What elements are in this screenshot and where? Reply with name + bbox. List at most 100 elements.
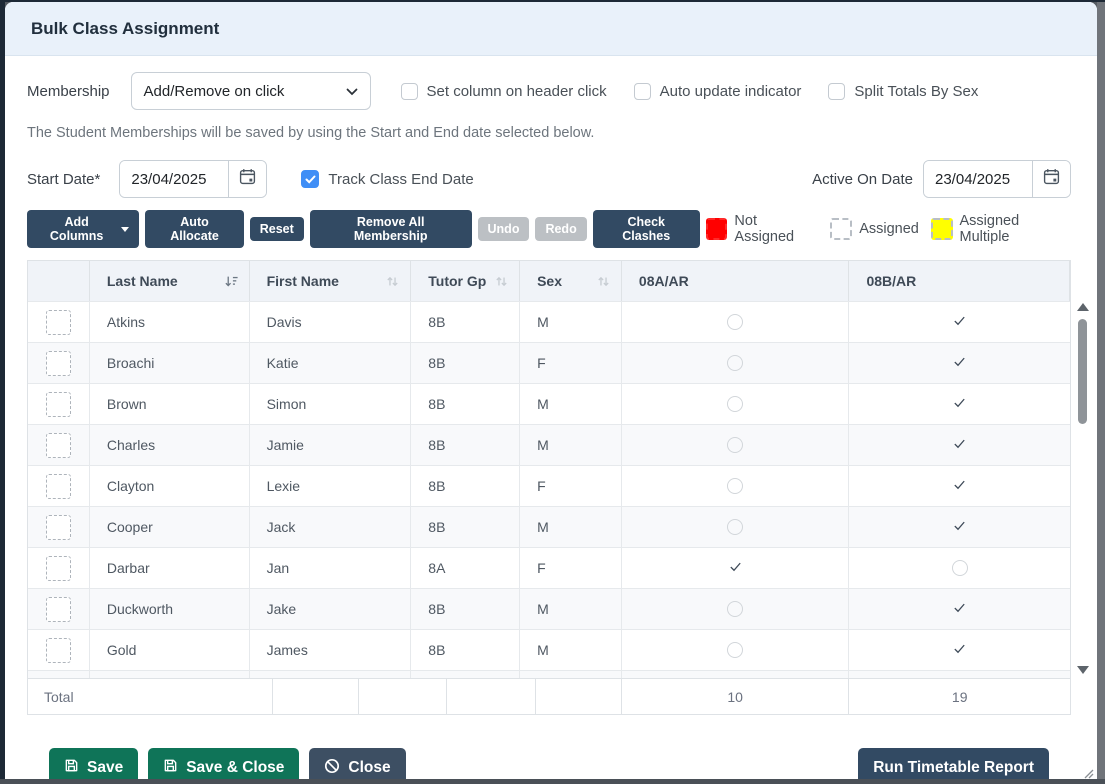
column-header-Sex[interactable]: Sex	[520, 261, 622, 301]
class-08b-ar-cell[interactable]	[849, 630, 1070, 670]
row-select-checkbox[interactable]	[45, 555, 71, 581]
active-on-date-calendar-button[interactable]	[1032, 161, 1070, 197]
unassigned-radio-icon[interactable]	[727, 478, 744, 494]
unassigned-radio-icon[interactable]	[727, 642, 744, 658]
sort-icon[interactable]	[494, 274, 509, 289]
column-header-Tutor Gp[interactable]: Tutor Gp	[411, 261, 521, 301]
class-08a-ar-cell[interactable]	[622, 384, 850, 424]
class-08a-ar-cell[interactable]	[622, 507, 850, 547]
class-08b-ar-cell[interactable]	[849, 425, 1070, 465]
track-class-end-date-option[interactable]: Track Class End Date	[301, 170, 474, 188]
class-08a-ar-cell[interactable]	[622, 630, 850, 670]
toolbar-button-reset[interactable]: Reset	[249, 217, 304, 241]
scroll-up-icon[interactable]	[1076, 303, 1089, 311]
class-08b-ar-cell[interactable]	[849, 671, 1070, 678]
last-name-cell: Atkins	[90, 302, 250, 342]
toolbar-button-add-columns[interactable]: Add Columns	[27, 210, 140, 248]
start-date-calendar-button[interactable]	[228, 161, 267, 197]
checked-checkbox-icon[interactable]	[301, 170, 320, 188]
row-select-checkbox[interactable]	[45, 391, 71, 417]
toolbar-row: Add Columns Auto Allocate Reset Remove All …	[27, 210, 1071, 248]
class-08a-ar-cell[interactable]	[622, 302, 850, 342]
row-select-checkbox[interactable]	[45, 473, 71, 499]
row-select-checkbox[interactable]	[45, 309, 71, 335]
sort-icon[interactable]	[385, 274, 400, 289]
top-option-1[interactable]: Auto update indicator	[633, 82, 801, 100]
active-on-date-input[interactable]	[924, 161, 1032, 197]
column-header-First Name[interactable]: First Name	[250, 261, 412, 301]
last-name-cell: Darbar	[90, 548, 250, 588]
start-date-input[interactable]	[120, 161, 229, 197]
run-timetable-report-button[interactable]: Run Timetable Report	[858, 748, 1049, 779]
total-label: Total	[28, 679, 273, 714]
vertical-scrollbar[interactable]	[1075, 301, 1090, 676]
class-08b-ar-cell[interactable]	[849, 548, 1070, 588]
class-08b-ar-cell[interactable]	[849, 343, 1070, 383]
class-08a-ar-cell[interactable]	[622, 466, 850, 506]
unassigned-radio-icon[interactable]	[727, 396, 744, 412]
legend-item-2: Assigned Multiple	[930, 213, 1071, 245]
row-select-checkbox[interactable]	[45, 637, 71, 663]
row-select-checkbox[interactable]	[45, 596, 71, 622]
scroll-down-icon[interactable]	[1076, 666, 1089, 674]
class-08b-ar-cell[interactable]	[849, 384, 1070, 424]
class-08a-ar-cell[interactable]	[622, 548, 850, 588]
membership-label: Membership	[27, 82, 110, 100]
start-date-group	[119, 160, 268, 198]
close-button[interactable]: Close	[309, 748, 406, 779]
dialog-body: Membership Add/Remove on click Set colum…	[5, 72, 1097, 779]
column-header-08B/AR[interactable]: 08B/AR	[849, 261, 1071, 301]
class-08a-ar-cell[interactable]	[622, 671, 850, 678]
backdrop-edge-left	[0, 0, 5, 784]
student-table-zone: Last Name First Name Tutor Gp Sex 08A/AR 08B/…	[27, 260, 1089, 715]
close-button-label: Close	[348, 759, 391, 776]
class-08b-ar-cell[interactable]	[849, 302, 1070, 342]
top-option-0[interactable]: Set column on header click	[400, 82, 607, 100]
sex-cell: F	[520, 466, 622, 506]
row-select-checkbox[interactable]	[45, 514, 71, 540]
unassigned-radio-icon[interactable]	[727, 601, 744, 617]
first-name-cell: Davis	[250, 302, 412, 342]
scrollbar-thumb[interactable]	[1078, 319, 1087, 424]
column-header-select	[28, 261, 90, 301]
last-name-cell: Cooper	[90, 507, 250, 547]
unassigned-radio-icon[interactable]	[951, 560, 968, 576]
unassigned-radio-icon[interactable]	[727, 355, 744, 371]
column-header-Last Name[interactable]: Last Name	[90, 261, 250, 301]
unassigned-radio-icon[interactable]	[727, 314, 744, 330]
column-header-label: Tutor Gp	[428, 273, 487, 289]
class-08a-ar-cell[interactable]	[622, 343, 850, 383]
class-08b-ar-cell[interactable]	[849, 466, 1070, 506]
save-button[interactable]: Save	[49, 748, 139, 779]
toolbar-button-check-clashes[interactable]: Check Clashes	[592, 210, 700, 248]
first-name-cell: James	[250, 630, 412, 670]
class-08a-ar-cell[interactable]	[622, 589, 850, 629]
unassigned-radio-icon[interactable]	[727, 519, 744, 535]
clipped-table-row	[28, 670, 1070, 678]
sort-ascending-icon[interactable]	[224, 274, 239, 289]
legend-label: Assigned Multiple	[959, 213, 1020, 245]
save-and-close-button[interactable]: Save & Close	[148, 748, 300, 779]
first-name-cell: Jack	[250, 507, 412, 547]
top-option-2[interactable]: Split Totals By Sex	[828, 82, 978, 100]
toolbar-button-remove-all-membership[interactable]: Remove All Membership	[309, 210, 472, 248]
class-08b-ar-cell[interactable]	[849, 589, 1070, 629]
class-08b-ar-cell[interactable]	[849, 507, 1070, 547]
column-header-08A/AR[interactable]: 08A/AR	[622, 261, 850, 301]
membership-select[interactable]: Add/Remove on click	[130, 72, 371, 110]
unassigned-radio-icon[interactable]	[727, 437, 744, 453]
start-date-label: Start Date*	[27, 170, 101, 188]
class-08a-ar-cell[interactable]	[622, 425, 850, 465]
last-name-cell: Charles	[90, 425, 250, 465]
checkbox-icon[interactable]	[828, 82, 846, 100]
checkbox-icon[interactable]	[400, 82, 418, 100]
toolbar-button-auto-allocate[interactable]: Auto Allocate	[145, 210, 244, 248]
row-select-checkbox[interactable]	[45, 350, 71, 376]
checkbox-icon[interactable]	[633, 82, 651, 100]
resize-grip-icon[interactable]	[1084, 766, 1094, 779]
calendar-icon	[239, 168, 256, 190]
row-select-checkbox[interactable]	[45, 432, 71, 458]
sort-icon[interactable]	[596, 274, 611, 289]
save-note-text: The Student Memberships will be saved by…	[27, 125, 595, 141]
row-select-cell	[28, 507, 90, 547]
